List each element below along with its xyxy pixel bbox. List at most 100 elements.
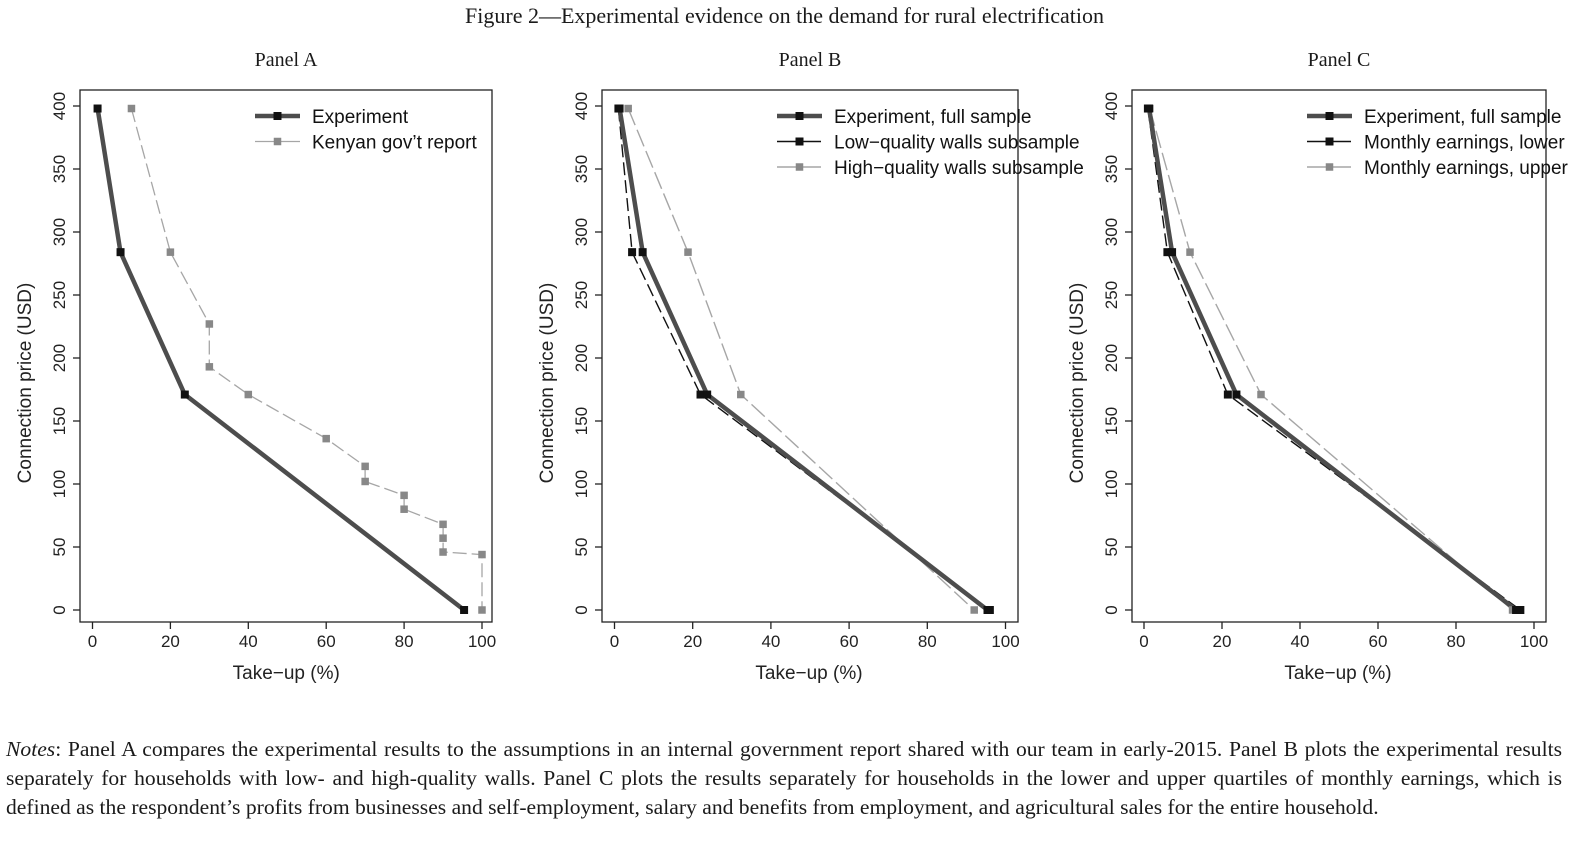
panel-a-series-2-point bbox=[478, 606, 486, 614]
panel-b-x-tick-label: 100 bbox=[991, 632, 1019, 651]
panel-c-title: Panel C bbox=[1308, 49, 1371, 71]
figure-notes: Notes: Panel A compares the experimental… bbox=[6, 735, 1562, 822]
panel-c-legend-label-1: Experiment, full sample bbox=[1364, 107, 1561, 128]
panel-c-series-2-point bbox=[1163, 248, 1172, 257]
panel-a-x-tick-label: 60 bbox=[317, 632, 336, 651]
panel-b-plot-frame bbox=[601, 89, 1019, 623]
panel-c-series-line-1 bbox=[1146, 108, 1518, 612]
panel-b-y-tick-label: 0 bbox=[572, 605, 591, 614]
panel-c-y-tick-label: 200 bbox=[1102, 344, 1121, 372]
panel-a-legend-key-marker-2 bbox=[273, 137, 282, 146]
panel-b-legend-key-marker-3 bbox=[795, 163, 804, 171]
panel-b-y-tick-label: 100 bbox=[572, 470, 591, 498]
panel-a-x-tick-label: 100 bbox=[468, 632, 496, 651]
panel-b-series-1-point bbox=[615, 104, 624, 113]
panel-b-y-tick-label: 300 bbox=[572, 218, 591, 246]
panel-a-series-2-point bbox=[166, 248, 175, 256]
panel-a-series-2-point bbox=[439, 534, 447, 542]
panel-b-series-1-point bbox=[703, 390, 712, 399]
panel-a-x-tick-label: 0 bbox=[88, 632, 97, 651]
panel-b-y-tick-label: 250 bbox=[572, 281, 591, 309]
panel-c-series-line-3 bbox=[1149, 108, 1513, 611]
panel-a-y-tick-label: 250 bbox=[50, 281, 69, 309]
panel-c-y-tick-label: 100 bbox=[1102, 470, 1121, 498]
panel-a-series-2-point bbox=[361, 462, 369, 471]
panel-b-x-tick-label: 20 bbox=[683, 632, 702, 651]
panel-a-series-2-point bbox=[400, 491, 408, 500]
panel-a-x-axis-label: Take−up (%) bbox=[233, 663, 340, 684]
panel-c-x-tick-label: 40 bbox=[1291, 632, 1310, 651]
panel-c-y-tick-label: 350 bbox=[1102, 155, 1121, 183]
figure-title: Figure 2—Experimental evidence on the de… bbox=[465, 3, 1104, 28]
panel-a-y-tick-label: 200 bbox=[50, 344, 69, 372]
panel-c-x-axis-label: Take−up (%) bbox=[1284, 663, 1391, 684]
panel-c-y-tick-label: 150 bbox=[1102, 407, 1121, 435]
panel-a-series-2-point bbox=[439, 548, 447, 556]
panel-a-series-2-point bbox=[400, 505, 408, 513]
panel-a-y-tick-label: 0 bbox=[50, 605, 69, 614]
panel-c-series-2-point bbox=[1516, 606, 1525, 614]
panel-a-y-tick-label: 50 bbox=[50, 538, 69, 557]
panel-c-plot-frame bbox=[1131, 89, 1547, 623]
panel-b-title: Panel B bbox=[779, 49, 842, 71]
notes-text: : Panel A compares the experimental resu… bbox=[6, 737, 1562, 819]
panel-a-series-2-point bbox=[205, 363, 214, 371]
panel-b-x-tick-label: 60 bbox=[840, 632, 859, 651]
panel-c-series-1-point bbox=[1512, 606, 1521, 614]
panel-c-legend-key-marker-2 bbox=[1325, 137, 1334, 146]
panel-a-y-tick-label: 350 bbox=[50, 155, 69, 183]
panel-c-x-tick-label: 60 bbox=[1369, 632, 1388, 651]
notes-label: Notes bbox=[6, 737, 56, 761]
panel-c-y-tick-label: 300 bbox=[1102, 218, 1121, 246]
panel-b-series-3-point bbox=[684, 248, 692, 256]
panel-a-x-tick-label: 40 bbox=[239, 632, 258, 651]
panel-c-series-1-point bbox=[1145, 104, 1154, 113]
panel-c-y-tick-label: 400 bbox=[1102, 92, 1121, 120]
panel-c-x-tick-label: 20 bbox=[1213, 632, 1232, 651]
panel-b-series-3-point bbox=[970, 606, 978, 614]
panel-a-y-axis-label: Connection price (USD) bbox=[15, 283, 36, 484]
panel-c-x-tick-label: 100 bbox=[1520, 632, 1548, 651]
panel-c-y-axis-label: Connection price (USD) bbox=[1067, 283, 1088, 484]
panel-b-legend-key-marker-2 bbox=[795, 137, 804, 146]
panel-b-y-tick-label: 150 bbox=[572, 407, 591, 435]
panel-a-series-2-point bbox=[322, 434, 330, 443]
panel-b-y-axis-label: Connection price (USD) bbox=[537, 283, 558, 484]
panel-a-series-2-point bbox=[439, 520, 447, 529]
panel-b-y-tick-label: 350 bbox=[572, 155, 591, 183]
panel-b-series-2-point bbox=[628, 248, 637, 257]
panel-b-legend-key-marker-1 bbox=[795, 112, 804, 120]
panel-c-chart: Panel C 0 50 100 150 200 250 300 350 400 0 20 40 60 80… bbox=[1067, 49, 1569, 684]
panel-a-series-1-point bbox=[116, 248, 125, 257]
panel-a-series-1-point bbox=[93, 104, 102, 113]
panel-c-legend-key-marker-1 bbox=[1325, 112, 1334, 120]
panel-c-y-tick-label: 0 bbox=[1102, 605, 1121, 614]
panel-b-series-3-point bbox=[737, 390, 745, 399]
panel-a-series-line-1 bbox=[95, 108, 466, 612]
panel-b-series-2-point bbox=[696, 390, 705, 399]
panel-b-y-tick-label: 400 bbox=[572, 92, 591, 120]
panel-b-x-axis-label: Take−up (%) bbox=[755, 663, 862, 684]
panel-c-series-3-point bbox=[1257, 390, 1265, 399]
panel-b-series-1-point bbox=[983, 606, 992, 614]
panel-c-series-line-2 bbox=[1147, 108, 1521, 611]
panel-c-y-tick-label: 250 bbox=[1102, 281, 1121, 309]
panel-a-legend-key-marker-1 bbox=[273, 112, 282, 120]
panel-b-x-tick-label: 80 bbox=[918, 632, 937, 651]
panel-b-series-3-point bbox=[624, 104, 632, 113]
panel-c-x-tick-label: 0 bbox=[1139, 632, 1148, 651]
panel-b-y-tick-label: 50 bbox=[572, 538, 591, 557]
panel-a-x-tick-label: 20 bbox=[161, 632, 180, 651]
panel-b-legend-label-3: High−quality walls subsample bbox=[834, 158, 1084, 179]
panel-a-series-1-point bbox=[460, 606, 469, 614]
panel-c-legend-label-3: Monthly earnings, upper quartile bbox=[1364, 158, 1569, 179]
panel-b-chart: Panel B 0 50 100 150 200 250 300 350 400 0 20 40 60 80… bbox=[537, 49, 1084, 684]
panel-b-x-tick-label: 0 bbox=[610, 632, 619, 651]
panel-c-series-1-point bbox=[1232, 390, 1241, 399]
panel-a-chart: Panel A 0 50 100 150 200 250 300 350 400 0 20 40 60 80… bbox=[15, 49, 496, 684]
panel-b-series-line-2 bbox=[617, 108, 991, 611]
panel-a-title: Panel A bbox=[255, 49, 318, 71]
panel-c-legend-label-2: Monthly earnings, lower quartile bbox=[1364, 133, 1569, 154]
panel-a-legend-label-2: Kenyan gov’t report bbox=[312, 133, 477, 154]
